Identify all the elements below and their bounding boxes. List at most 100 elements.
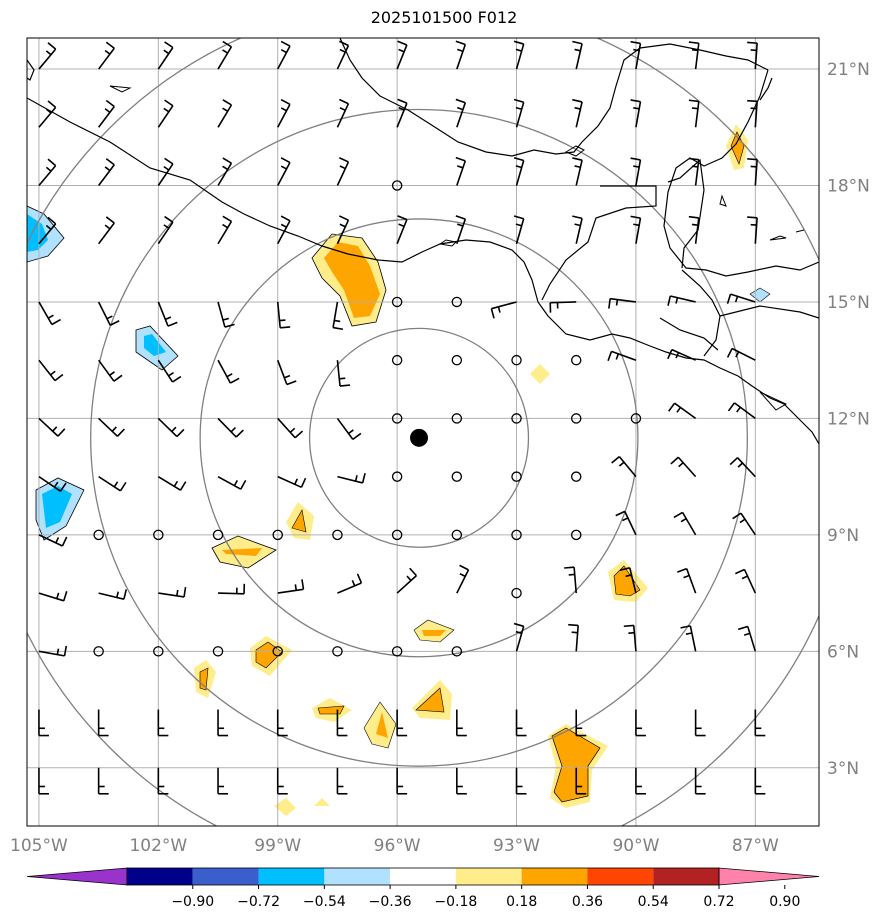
lat-tick-label: 18°N xyxy=(827,177,870,197)
wind-barb xyxy=(97,767,109,795)
colorbar-segment xyxy=(390,868,456,885)
calm-marker xyxy=(511,354,522,366)
wind-barb xyxy=(38,301,61,326)
island xyxy=(769,235,787,241)
wind-barb xyxy=(572,215,583,244)
wind-barb xyxy=(727,402,756,420)
wind-barb xyxy=(277,40,291,70)
wind-barb xyxy=(456,709,467,737)
calm-marker xyxy=(511,529,522,541)
plot-frame xyxy=(26,37,820,827)
calm-marker xyxy=(391,529,403,541)
colorbar-tick-label: 0.54 xyxy=(638,894,669,910)
colorbar-tick-label: −0.72 xyxy=(237,894,280,910)
lat-tick-label: 6°N xyxy=(827,642,859,662)
colorbar-segment xyxy=(587,868,654,885)
wind-barb xyxy=(729,457,756,478)
lat-tick-label: 15°N xyxy=(827,293,870,313)
calm-marker xyxy=(212,529,224,541)
colorbar-tick-label: 0.18 xyxy=(506,894,537,910)
wind-barb xyxy=(747,41,758,70)
islands xyxy=(109,85,805,411)
wind-barb xyxy=(38,709,49,737)
wind-barb xyxy=(337,473,366,484)
wind-barb xyxy=(455,156,467,186)
lat-tick-label: 9°N xyxy=(827,526,859,546)
lon-tick-label: 99°W xyxy=(254,836,301,856)
lon-tick-label: 96°W xyxy=(374,836,421,856)
calm-marker xyxy=(511,471,522,482)
wind-barb xyxy=(336,709,348,737)
calm-marker xyxy=(451,646,463,657)
wind-barb xyxy=(157,359,182,383)
colorbar-tick-label: 0.72 xyxy=(703,894,734,910)
anomaly-contours xyxy=(27,124,771,816)
wind-barb xyxy=(747,216,758,244)
calm-marker xyxy=(511,413,522,424)
wind-barb xyxy=(38,767,49,795)
contour-positive-strong xyxy=(291,509,307,533)
wind-barb xyxy=(336,215,350,245)
contour-positive-strong xyxy=(376,712,388,738)
colorbar: −0.90 −0.72 −0.54 −0.36 −0.18 0.18 0.36 0.54 0.7… xyxy=(26,867,820,910)
wind-barb xyxy=(157,301,178,327)
border-gt-bz xyxy=(667,158,705,269)
contour-positive-strong xyxy=(415,687,445,713)
contour-positive xyxy=(314,798,330,806)
coastline-gulf xyxy=(339,38,769,157)
wind-barb xyxy=(217,417,244,438)
coastline-pacific xyxy=(27,97,819,445)
wind-barb xyxy=(157,475,187,491)
colorbar-segment xyxy=(127,868,193,885)
wind-barb xyxy=(490,301,517,319)
island xyxy=(438,239,458,247)
calm-marker xyxy=(93,529,104,541)
calm-wind-markers xyxy=(93,180,642,657)
wind-barb xyxy=(688,157,700,186)
contour-positive-strong xyxy=(255,641,283,669)
wind-barb xyxy=(218,583,246,595)
border-gt-hn xyxy=(681,269,721,357)
wind-barb xyxy=(217,767,229,795)
calm-marker xyxy=(93,646,104,657)
wind-barb xyxy=(396,767,408,795)
wind-barb xyxy=(97,709,109,737)
calm-marker xyxy=(332,646,343,657)
range-ring xyxy=(90,108,749,767)
wind-barb xyxy=(277,417,304,439)
colorbar-segment xyxy=(653,868,719,885)
wind-barb xyxy=(336,360,351,387)
wind-barb xyxy=(332,301,344,331)
wind-barb xyxy=(549,301,577,313)
wind-barb xyxy=(608,297,637,309)
wind-barb xyxy=(455,215,467,244)
wind-barb xyxy=(635,709,646,737)
coastline-west xyxy=(27,59,35,81)
island xyxy=(564,145,585,157)
contour-negative-strong xyxy=(42,486,72,528)
colorbar-tick-label: −0.36 xyxy=(369,894,412,910)
island xyxy=(109,85,132,93)
lon-tick-label: 87°W xyxy=(732,836,779,856)
contour-positive xyxy=(274,798,296,816)
wind-barb xyxy=(157,215,174,245)
lon-tick-label: 105°W xyxy=(10,836,68,856)
calm-marker xyxy=(391,646,403,657)
wind-barb xyxy=(336,767,348,795)
wind-barb xyxy=(515,767,527,795)
wind-barb xyxy=(97,359,123,382)
lat-tick-label: 21°N xyxy=(827,60,870,80)
colorbar-segment xyxy=(258,868,325,885)
colorbar-segment xyxy=(521,868,588,885)
wind-barb xyxy=(217,709,229,737)
wind-barb xyxy=(726,293,756,304)
wind-barb xyxy=(732,512,756,536)
contour-positive-strong xyxy=(222,548,262,556)
wind-barb xyxy=(336,156,350,186)
wind-barb xyxy=(670,456,697,478)
wind-barb xyxy=(667,295,696,306)
wind-barb xyxy=(688,99,700,128)
wind-barb xyxy=(337,573,363,594)
calm-marker xyxy=(570,413,582,424)
wind-barb xyxy=(157,767,169,795)
